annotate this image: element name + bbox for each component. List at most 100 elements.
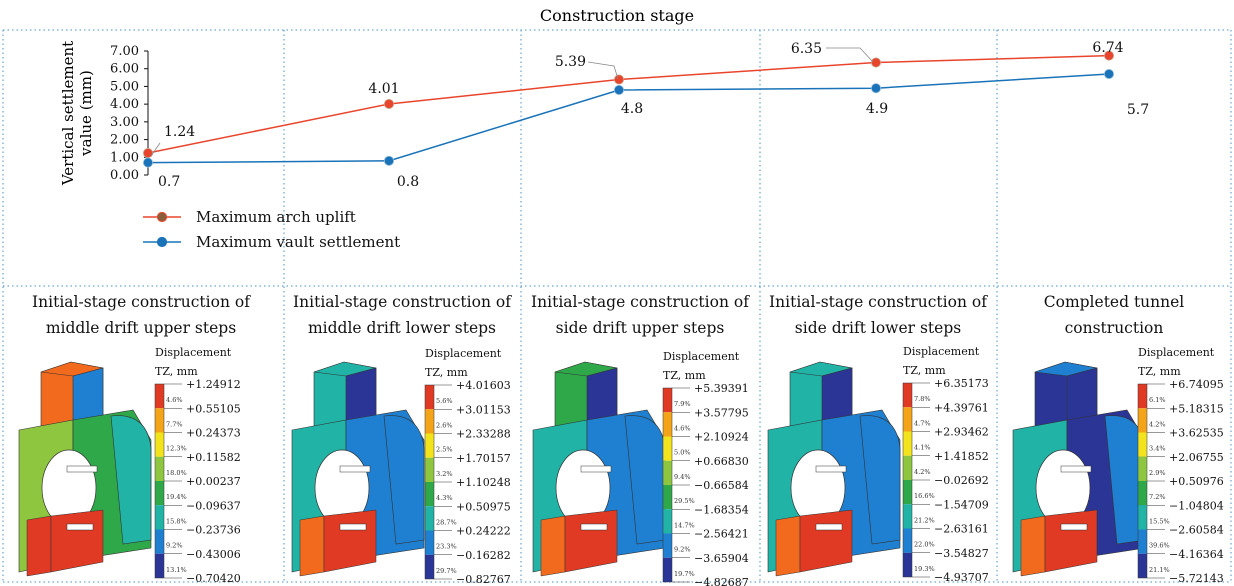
model-vault xyxy=(110,415,152,545)
colorbar-percent: 21.2% xyxy=(914,516,935,524)
contour-panels: Initial-stage construction of middle drif… xyxy=(18,293,1224,586)
colorbar-segment xyxy=(425,433,434,458)
colorbar-percent: 4.3% xyxy=(436,494,453,502)
colorbar-segment xyxy=(1138,384,1147,409)
panel-title-line: middle drift lower steps xyxy=(308,319,496,337)
colorbar-value: +4.39761 xyxy=(934,401,989,414)
data-label-leader xyxy=(587,61,619,80)
panel-title-line: Initial-stage construction of xyxy=(32,293,251,311)
colorbar-segment xyxy=(903,528,912,553)
colorbar-value: +0.50975 xyxy=(456,500,511,513)
legend-swatch-marker xyxy=(156,236,168,248)
model-probe-tag xyxy=(815,465,847,473)
y-axis-label-line: value (mm) xyxy=(77,70,95,157)
data-label: 6.35 xyxy=(791,41,822,57)
legend-title: TZ, mm xyxy=(663,369,706,382)
colorbar-value: −0.09637 xyxy=(186,499,241,512)
colorbar-percent: 4.1% xyxy=(914,444,931,452)
colorbar-percent: 7.9% xyxy=(674,400,691,408)
colorbar-percent: 19.7% xyxy=(674,570,695,578)
colorbar-segment xyxy=(425,385,434,410)
colorbar-percent: 3.2% xyxy=(436,470,453,478)
data-label: 5.7 xyxy=(1127,102,1149,118)
colorbar-percent: 21.1% xyxy=(1149,566,1170,574)
colorbar-segment xyxy=(155,384,164,409)
colorbar-percent: 5.6% xyxy=(436,397,453,405)
model-base xyxy=(799,509,853,573)
colorbar-percent: 9.2% xyxy=(166,542,183,550)
y-axis-label-line: Vertical settlement xyxy=(59,41,77,186)
colorbar-segment xyxy=(903,407,912,432)
colorbar-percent: 5.0% xyxy=(674,449,691,457)
colorbar-value: +1.70157 xyxy=(456,452,511,465)
colorbar-value: −0.23736 xyxy=(186,524,241,537)
colorbar-value: −1.54709 xyxy=(934,498,989,511)
line-chart: 0.00 1.00 2.00 3.00 4.00 5.00 6.00 7.00 Vertical… xyxy=(59,40,1149,190)
colorbar-segment xyxy=(663,388,672,413)
data-label: 4.9 xyxy=(866,101,888,117)
colorbar-percent: 4.7% xyxy=(914,419,931,427)
colorbar-segment xyxy=(155,408,164,433)
colorbar-segment xyxy=(425,409,434,434)
colorbar-value: −0.02692 xyxy=(934,474,989,487)
model-probe-tag xyxy=(66,523,94,531)
legend-entry: Maximum vault settlement xyxy=(196,233,400,251)
colorbar-value: +2.93462 xyxy=(934,426,989,439)
model-probe-tag xyxy=(1060,523,1088,531)
colorbar-value: +6.74095 xyxy=(1169,378,1224,391)
model-probe-tag xyxy=(66,465,98,473)
colorbar-value: −0.82767 xyxy=(456,573,511,586)
colorbar-percent: 18.0% xyxy=(166,469,187,477)
colorbar-value: +4.01603 xyxy=(456,379,511,392)
colorbar-percent: 14.7% xyxy=(674,521,695,529)
legend-title: TZ, mm xyxy=(155,365,198,378)
colorbar-segment xyxy=(425,554,434,579)
colorbar-segment xyxy=(903,552,912,577)
colorbar-percent: 4.6% xyxy=(674,424,691,432)
contour-panel: Initial-stage construction of side drift … xyxy=(767,293,989,584)
legend-entry: Maximum arch uplift xyxy=(196,208,356,226)
colorbar-value: +6.35173 xyxy=(934,377,989,390)
data-label-leader xyxy=(150,142,161,157)
y-tick-label: 4.00 xyxy=(110,97,139,112)
y-tick-label: 6.00 xyxy=(110,62,139,77)
model-probe-tag xyxy=(815,523,843,531)
colorbar-segment xyxy=(425,482,434,507)
colorbar-value: −3.65904 xyxy=(694,552,749,565)
model-probe-tag xyxy=(1060,465,1092,473)
colorbar-value: −2.56421 xyxy=(694,528,749,541)
model-vault xyxy=(383,415,425,545)
colorbar-segment xyxy=(155,456,164,481)
colorbar-segment xyxy=(155,529,164,554)
colorbar-value: −1.68354 xyxy=(694,503,749,516)
colorbar-percent: 2.6% xyxy=(436,421,453,429)
data-point xyxy=(614,84,625,95)
colorbar-segment xyxy=(1138,505,1147,530)
panel-title-line: middle drift upper steps xyxy=(46,319,236,337)
colorbar-percent: 19.4% xyxy=(166,493,187,501)
model-base xyxy=(1044,509,1098,573)
contour-panel: Completed tunnel construction Displacement… xyxy=(1012,293,1224,585)
colorbar-segment xyxy=(155,481,164,506)
colorbar-segment xyxy=(425,530,434,555)
colorbar-percent: 16.6% xyxy=(914,492,935,500)
colorbar-segment xyxy=(425,506,434,531)
colorbar-percent: 7.7% xyxy=(166,420,183,428)
y-axis-label: Vertical settlementvalue (mm) xyxy=(59,41,95,186)
colorbar-value: +3.01153 xyxy=(456,403,511,416)
colorbar-segment xyxy=(903,504,912,529)
legend-title: Displacement xyxy=(1138,346,1215,359)
legend-title: TZ, mm xyxy=(903,364,946,377)
colorbar-segment xyxy=(1138,553,1147,578)
colorbar-segment xyxy=(1138,408,1147,433)
legend-title: Displacement xyxy=(425,347,502,360)
data-label: 6.74 xyxy=(1092,40,1123,56)
colorbar-value: +0.11582 xyxy=(186,451,241,464)
colorbar-value: −0.66584 xyxy=(694,479,749,492)
legend-title: TZ, mm xyxy=(425,366,468,379)
colorbar-value: −4.93707 xyxy=(934,571,989,584)
panel-title-line: Initial-stage construction of xyxy=(293,293,512,311)
colorbar-percent: 22.0% xyxy=(914,541,935,549)
model-lower-step xyxy=(26,515,52,577)
colorbar-value: +1.24912 xyxy=(186,378,241,391)
